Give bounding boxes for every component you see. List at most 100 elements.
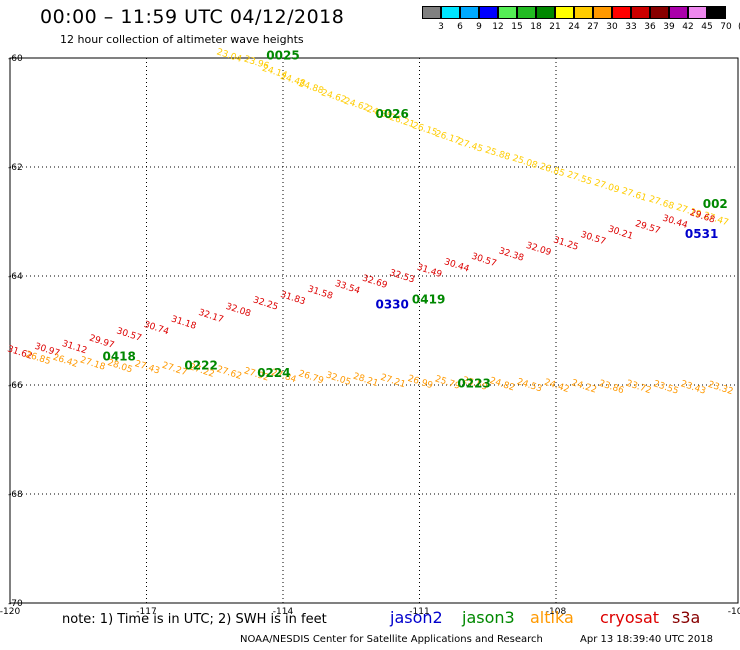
wave-height-label: 28.21 bbox=[352, 372, 380, 389]
legend-swatch bbox=[650, 6, 669, 19]
y-tick-label: -68 bbox=[8, 490, 23, 500]
legend-swatch bbox=[574, 6, 593, 19]
footer-note: note: 1) Time is in UTC; 2) SWH is in fe… bbox=[62, 612, 327, 627]
wave-height-label: 27.61 bbox=[620, 186, 648, 203]
wave-height-label: 24.53 bbox=[516, 377, 544, 394]
wave-height-label: 24.42 bbox=[543, 378, 571, 395]
pass-time-label: 0418 bbox=[102, 349, 135, 363]
pass-time-label: 0026 bbox=[375, 107, 408, 121]
legend-swatch bbox=[707, 6, 726, 19]
wave-height-label: 30.57 bbox=[115, 326, 143, 343]
legend-swatch bbox=[669, 6, 688, 19]
wave-height-label: 23.32 bbox=[707, 380, 735, 397]
wave-height-label: 32.25 bbox=[252, 295, 280, 312]
y-tick-label: -62 bbox=[8, 163, 23, 173]
y-tick-label: -64 bbox=[8, 272, 23, 282]
wave-height-label: 30.21 bbox=[607, 224, 635, 241]
pass-time-label: 0222 bbox=[184, 359, 217, 373]
wave-height-label: 31.83 bbox=[279, 290, 307, 307]
wave-height-label: 30.57 bbox=[579, 230, 607, 247]
legend-unit: (ft) bbox=[738, 22, 740, 32]
pass-time-label: 0419 bbox=[412, 292, 445, 306]
legend-label: 24 bbox=[568, 22, 580, 32]
legend-label: 27 bbox=[587, 22, 599, 32]
legend-swatch bbox=[422, 6, 441, 19]
legend-label: 9 bbox=[476, 22, 482, 32]
credit-text: NOAA/NESDIS Center for Satellite Applica… bbox=[240, 634, 543, 645]
legend-label: 21 bbox=[549, 22, 561, 32]
wave-height-label: 25.88 bbox=[484, 145, 512, 163]
legend-label: 45 bbox=[701, 22, 713, 32]
wave-height-label: 31.58 bbox=[306, 284, 334, 302]
legend-label: 18 bbox=[530, 22, 542, 32]
wave-height-label: 23.43 bbox=[679, 379, 707, 396]
satellite-label: jason2 bbox=[390, 608, 443, 627]
pass-time-label: 0224 bbox=[257, 366, 290, 380]
wave-height-label: 30.44 bbox=[443, 257, 471, 275]
wave-height-label: 27.21 bbox=[379, 373, 407, 390]
wave-height-label: 24.22 bbox=[570, 378, 598, 395]
wave-height-label: 26.99 bbox=[406, 374, 434, 392]
x-tick-label: -117 bbox=[136, 607, 156, 617]
wave-height-label: 26.79 bbox=[297, 369, 325, 387]
generated-timestamp: Apr 13 18:39:40 UTC 2018 bbox=[580, 634, 713, 645]
wave-height-label: 27.68 bbox=[647, 195, 675, 213]
legend-swatch bbox=[517, 6, 536, 19]
plot-frame bbox=[9, 57, 739, 604]
wave-height-label: 23.55 bbox=[652, 379, 680, 396]
wave-height-label: 27.43 bbox=[133, 359, 161, 376]
y-tick-label: -70 bbox=[8, 599, 23, 609]
wave-height-label: 27.55 bbox=[566, 170, 594, 187]
wave-height-label: 23.86 bbox=[597, 379, 625, 397]
x-tick-label: -111 bbox=[409, 607, 429, 617]
wave-height-label: 32.38 bbox=[497, 246, 525, 264]
wave-height-label: 33.54 bbox=[334, 279, 362, 297]
legend-swatch bbox=[593, 6, 612, 19]
legend-label: 33 bbox=[625, 22, 637, 32]
wave-height-label: 29.57 bbox=[634, 219, 662, 236]
wave-height-label: 30.57 bbox=[470, 252, 498, 269]
satellite-label: s3a bbox=[672, 608, 701, 627]
pass-time-label: 0223 bbox=[457, 377, 490, 391]
legend-swatch bbox=[555, 6, 574, 19]
legend-swatch bbox=[441, 6, 460, 19]
legend-label: 30 bbox=[606, 22, 618, 32]
wave-height-label: 25.08 bbox=[511, 154, 539, 172]
wave-height-label: 29.97 bbox=[88, 333, 116, 350]
satellite-label: altika bbox=[530, 608, 574, 627]
pass-time-label: 0025 bbox=[266, 49, 299, 63]
wave-height-label: 27.45 bbox=[456, 137, 484, 154]
legend-swatch bbox=[631, 6, 650, 19]
legend-swatch bbox=[688, 6, 707, 19]
satellite-label: jason3 bbox=[462, 608, 515, 627]
x-tick-label: -114 bbox=[273, 607, 294, 617]
wave-height-label: 31.49 bbox=[415, 263, 443, 281]
legend-swatch bbox=[460, 6, 479, 19]
y-tick-label: -66 bbox=[8, 381, 23, 391]
y-tick-label: -60 bbox=[8, 54, 23, 64]
legend-label: 6 bbox=[457, 22, 463, 32]
x-tick-label: -108 bbox=[546, 607, 567, 617]
wave-height-label: 32.08 bbox=[224, 302, 252, 320]
wave-height-label: 27.62 bbox=[215, 365, 243, 382]
legend-label: 36 bbox=[644, 22, 656, 32]
chart-subtitle: 12 hour collection of altimeter wave hei… bbox=[60, 33, 304, 46]
wave-height-label: 31.18 bbox=[170, 314, 198, 332]
wave-height-label: 27.09 bbox=[593, 178, 621, 196]
legend-swatch bbox=[479, 6, 498, 19]
legend-label: 70 bbox=[720, 22, 732, 32]
legend-label: 12 bbox=[492, 22, 504, 32]
wave-height-label: 32.17 bbox=[197, 308, 225, 325]
wave-height-label: 32.53 bbox=[388, 268, 416, 285]
satellite-label: cryosat bbox=[600, 608, 660, 627]
wave-height-label: 31.12 bbox=[61, 339, 89, 356]
legend-label: 39 bbox=[663, 22, 675, 32]
pass-time-label: 002 bbox=[703, 197, 728, 211]
legend-swatch bbox=[536, 6, 555, 19]
legend-swatch bbox=[498, 6, 517, 19]
legend-label: 15 bbox=[511, 22, 523, 32]
wave-height-label: 32.69 bbox=[361, 274, 389, 292]
legend-label: 3 bbox=[438, 22, 444, 32]
